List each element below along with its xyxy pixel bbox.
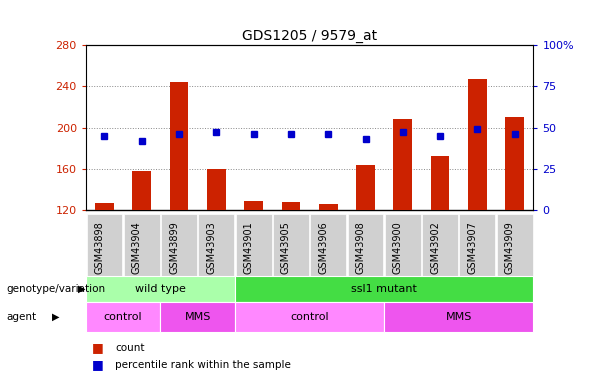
Text: ■: ■: [92, 342, 104, 354]
Text: percentile rank within the sample: percentile rank within the sample: [115, 360, 291, 369]
Text: GSM43900: GSM43900: [393, 222, 403, 274]
Bar: [95, 203, 114, 210]
Text: ■: ■: [92, 358, 104, 371]
Bar: [170, 82, 188, 210]
Text: GSM43904: GSM43904: [132, 222, 142, 274]
Text: genotype/variation: genotype/variation: [6, 284, 105, 294]
Bar: [245, 201, 263, 210]
Text: GSM43903: GSM43903: [207, 222, 216, 274]
Title: GDS1205 / 9579_at: GDS1205 / 9579_at: [242, 28, 377, 43]
Text: control: control: [290, 312, 329, 322]
Bar: [281, 202, 300, 210]
Text: ▶: ▶: [52, 312, 59, 322]
Text: GSM43908: GSM43908: [356, 222, 365, 274]
Bar: [394, 119, 412, 210]
Bar: [505, 117, 524, 210]
Text: GSM43907: GSM43907: [467, 222, 478, 274]
Bar: [431, 156, 449, 210]
Text: GSM43905: GSM43905: [281, 222, 291, 274]
Bar: [468, 79, 487, 210]
Text: GSM43902: GSM43902: [430, 222, 440, 274]
Bar: [356, 165, 375, 210]
Text: GSM43909: GSM43909: [504, 222, 515, 274]
Text: ssl1 mutant: ssl1 mutant: [351, 284, 417, 294]
Text: ▶: ▶: [78, 284, 86, 294]
Bar: [207, 169, 226, 210]
Text: GSM43906: GSM43906: [318, 222, 328, 274]
Text: control: control: [104, 312, 142, 322]
Text: GSM43898: GSM43898: [94, 222, 104, 274]
Text: MMS: MMS: [185, 312, 211, 322]
Bar: [132, 171, 151, 210]
Text: GSM43899: GSM43899: [169, 222, 179, 274]
Text: agent: agent: [6, 312, 36, 322]
Text: count: count: [115, 343, 145, 353]
Text: GSM43901: GSM43901: [243, 222, 254, 274]
Text: wild type: wild type: [135, 284, 186, 294]
Text: MMS: MMS: [446, 312, 472, 322]
Bar: [319, 204, 338, 210]
